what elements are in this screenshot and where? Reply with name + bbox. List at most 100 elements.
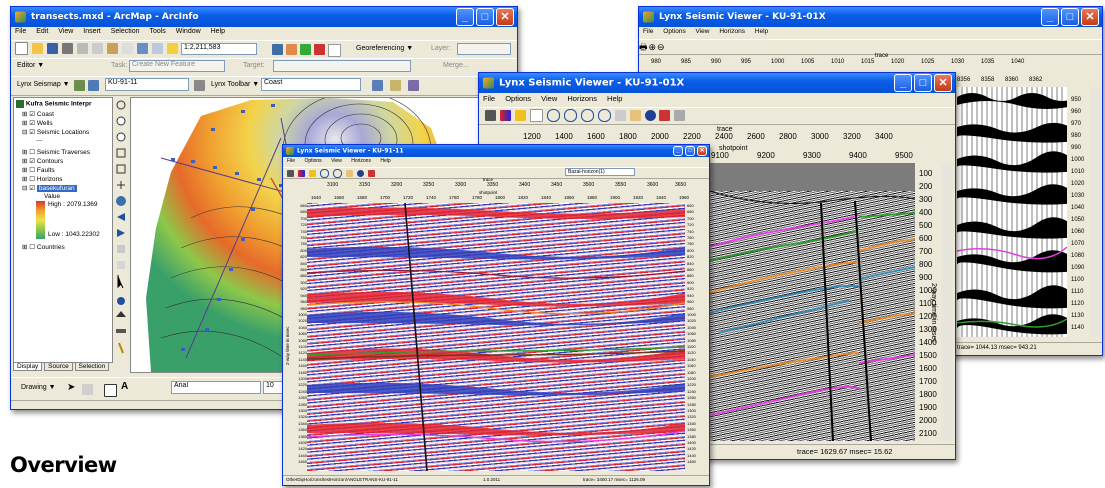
editor-toolbar-icon[interactable]: [272, 44, 283, 55]
print-icon[interactable]: [287, 170, 294, 177]
help-icon[interactable]: [328, 44, 341, 57]
zoom-out-icon[interactable]: [333, 169, 342, 178]
minimize-button[interactable]: _: [894, 74, 912, 92]
toc-layer-countries[interactable]: ⊞ ☐ Countries: [22, 243, 104, 251]
measure-icon[interactable]: [116, 329, 126, 333]
hyperlink-icon[interactable]: [119, 343, 123, 353]
help-icon[interactable]: [309, 170, 316, 177]
layer-dropdown[interactable]: [457, 43, 511, 55]
horizon-maroon[interactable]: [307, 270, 685, 278]
wiggle-section[interactable]: [957, 87, 1067, 337]
seismap-select-icon[interactable]: [88, 80, 99, 91]
zoom-in-icon[interactable]: [117, 117, 125, 125]
new-document-icon[interactable]: [15, 42, 28, 55]
lynx-toolbar-menu[interactable]: Lynx Toolbar ▼: [211, 81, 259, 88]
arc-toolbox-icon[interactable]: [314, 44, 325, 55]
zoom-out-icon[interactable]: ⊖: [657, 42, 666, 52]
print-icon[interactable]: [62, 43, 73, 54]
pan-hand-icon[interactable]: [630, 110, 641, 121]
font-dropdown[interactable]: Arial: [171, 381, 261, 394]
toc-layer-seismic-locations[interactable]: ⊟ ☑ Seismic Locations: [22, 128, 104, 136]
forward-extent-icon[interactable]: [117, 229, 125, 237]
menu-horizons[interactable]: Horizons: [567, 94, 597, 103]
fixed-zoom-out-icon[interactable]: [117, 165, 125, 173]
vertical-scrollbar[interactable]: [941, 163, 953, 441]
menu-options[interactable]: Options: [505, 94, 531, 103]
menu-insert[interactable]: Insert: [83, 28, 101, 35]
viewer-front-title-bar[interactable]: Lynx Seismic Viewer - KU-91-11 _ □ ✕: [283, 145, 709, 157]
text-tool-icon[interactable]: A: [121, 381, 128, 392]
menu-view[interactable]: View: [541, 94, 557, 103]
menu-view[interactable]: View: [331, 158, 342, 164]
print-icon[interactable]: [485, 110, 496, 121]
menu-view[interactable]: View: [696, 28, 710, 35]
horizon-blue-right[interactable]: [859, 267, 915, 279]
close-button[interactable]: ✕: [934, 74, 952, 92]
drawing-menu[interactable]: Drawing ▼: [21, 384, 56, 391]
info-icon[interactable]: [357, 170, 364, 177]
menu-tools[interactable]: Tools: [149, 28, 165, 35]
menu-selection[interactable]: Selection: [111, 28, 140, 35]
arcmap-title-bar[interactable]: transects.mxd - ArcMap - ArcInfo _ □ ✕: [11, 7, 517, 27]
horizon-orange-right[interactable]: [859, 239, 915, 251]
menu-file[interactable]: File: [643, 28, 653, 35]
menu-view[interactable]: View: [58, 28, 73, 35]
minimize-button[interactable]: _: [673, 146, 683, 156]
maximize-button[interactable]: □: [685, 146, 695, 156]
zoom-in-icon[interactable]: ⊕: [649, 42, 658, 52]
color-bar-icon[interactable]: [500, 110, 511, 121]
tab-display[interactable]: Display: [13, 362, 42, 371]
zoom-out-icon[interactable]: [564, 109, 577, 122]
close-button[interactable]: ✕: [496, 8, 514, 26]
print-icon[interactable]: 🖶: [639, 42, 649, 52]
horizon-pink-lower[interactable]: [709, 387, 859, 415]
lynx-seismap-menu[interactable]: Lynx Seismap ▼: [17, 81, 70, 88]
pan-icon[interactable]: [117, 181, 125, 189]
menu-help[interactable]: Help: [380, 158, 390, 164]
back-extent-icon[interactable]: [117, 213, 125, 221]
coast-layer-dropdown[interactable]: Coast: [261, 78, 361, 91]
find-icon[interactable]: [116, 311, 126, 317]
menu-horizons[interactable]: Horizons: [351, 158, 371, 164]
close-button[interactable]: ✕: [1081, 8, 1099, 26]
toc-layer-coast[interactable]: ⊞ ☑ Coast: [22, 110, 104, 118]
georeferencing-menu[interactable]: Georeferencing ▼: [356, 45, 413, 52]
horizon-pink-right[interactable]: [859, 355, 915, 363]
horizon-select-dropdown[interactable]: Bazal-horizon(1): [565, 168, 635, 176]
minimize-button[interactable]: _: [1041, 8, 1059, 26]
undo-icon[interactable]: [137, 43, 148, 54]
stretch-icon[interactable]: [615, 110, 626, 121]
toc-layer-basekufuran[interactable]: ⊟ ☑ basekufuran: [22, 184, 104, 192]
rotate-icon[interactable]: [82, 384, 93, 395]
open-folder-icon[interactable]: [32, 43, 43, 54]
refresh-icon[interactable]: [117, 101, 125, 109]
seismic-line-dropdown[interactable]: KU-91-11: [105, 78, 189, 91]
redo-icon[interactable]: [152, 43, 163, 54]
add-data-icon[interactable]: [167, 43, 178, 54]
menu-window[interactable]: Window: [176, 28, 201, 35]
menu-file[interactable]: File: [15, 28, 26, 35]
horizon-pick-icon[interactable]: [659, 110, 670, 121]
horizon-orange-1[interactable]: [709, 263, 859, 293]
horizon-orange-2[interactable]: [709, 353, 859, 377]
toc-layer-wells[interactable]: ⊞ ☑ Wells: [22, 119, 104, 127]
maximize-button[interactable]: □: [914, 74, 932, 92]
merge-label[interactable]: Merge...: [443, 62, 469, 69]
seismic-section-color[interactable]: [307, 203, 685, 471]
save-icon[interactable]: [47, 43, 58, 54]
menu-edit[interactable]: Edit: [36, 28, 48, 35]
menu-help[interactable]: Help: [607, 94, 622, 103]
tab-selection[interactable]: Selection: [75, 362, 110, 371]
info-icon[interactable]: [645, 110, 656, 121]
lynx-link-icon[interactable]: [408, 80, 419, 91]
toc-layer-horizons[interactable]: ⊞ ☐ Horizons: [22, 175, 104, 183]
zoom-out-icon[interactable]: [117, 133, 125, 141]
color-bar-icon[interactable]: [298, 170, 305, 177]
map-scale-field[interactable]: 1:2,211,583: [181, 43, 257, 55]
pan-hand-icon[interactable]: [346, 170, 353, 177]
select-arrow-icon[interactable]: ➤: [67, 382, 75, 393]
toc-layer-seismic-traverses[interactable]: ⊞ ☐ Seismic Traverses: [22, 148, 104, 156]
menu-options[interactable]: Options: [304, 158, 321, 164]
seismic-section-grayscale[interactable]: [709, 163, 915, 441]
menu-help[interactable]: Help: [211, 28, 225, 35]
